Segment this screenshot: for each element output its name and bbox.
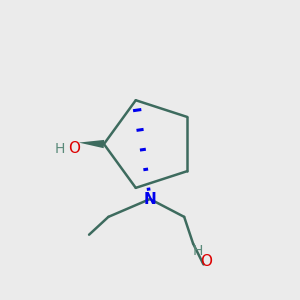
Text: H: H: [54, 142, 64, 155]
Text: H: H: [192, 244, 203, 258]
Text: O: O: [200, 254, 212, 269]
Text: N: N: [144, 191, 156, 206]
Text: O: O: [68, 141, 80, 156]
Polygon shape: [79, 140, 104, 148]
